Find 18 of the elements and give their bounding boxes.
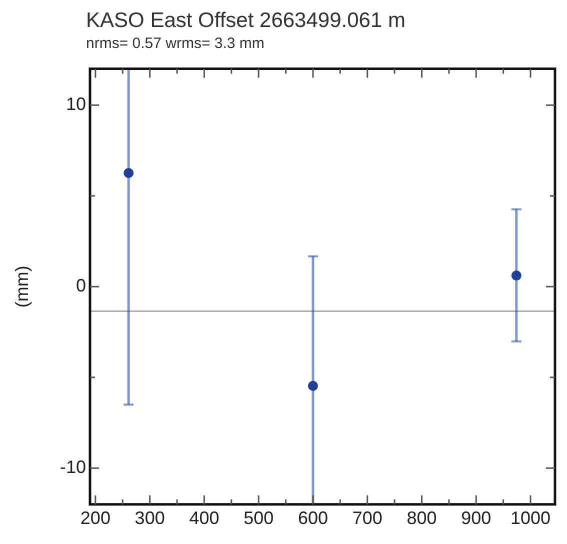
point: [308, 380, 318, 391]
y-tick-label: 0: [76, 276, 86, 296]
x-tick-label: 600: [298, 508, 328, 528]
x-tick-label: 200: [80, 508, 110, 528]
y-tick-label: -10: [60, 457, 86, 478]
chart-title: KASO East Offset 2663499.061 m: [86, 8, 406, 34]
x-tick-label: 700: [352, 508, 382, 528]
point: [124, 168, 134, 178]
x-tick-label: 500: [244, 508, 274, 528]
y-axis-title: (mm): [12, 266, 32, 308]
chart-subtitle: nrms= 0.57 wrms= 3.3 mm: [86, 34, 266, 54]
x-tick-label: 800: [406, 508, 437, 528]
point: [511, 270, 522, 281]
y-tick-label: 10: [66, 94, 86, 114]
x-tick-label: 900: [461, 508, 492, 528]
x-tick-label: 1000: [510, 508, 551, 528]
x-tick-label: 400: [189, 508, 220, 528]
x-tick-label: 300: [134, 508, 165, 528]
